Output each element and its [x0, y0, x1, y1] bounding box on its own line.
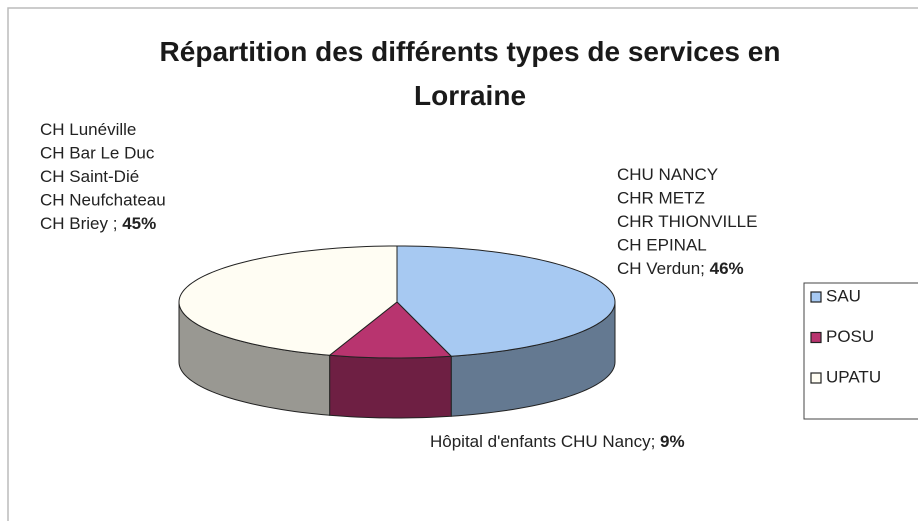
slice [396, 245, 616, 357]
legend-swatch [810, 372, 822, 384]
data-label-text: CH Lunéville [40, 120, 136, 139]
data-label: CH Lunéville [40, 120, 136, 139]
data-label-text: CH EPINAL [617, 236, 707, 255]
legend-swatch [810, 331, 822, 344]
legend-box [803, 282, 918, 420]
data-label-text: CHR THIONVILLE [617, 212, 757, 231]
legend-label: SAU [826, 286, 861, 305]
legend-label: POSU [826, 327, 874, 346]
data-label-text: Hôpital d'enfants CHU Nancy; [430, 432, 655, 451]
data-label-value: 9% [660, 432, 685, 451]
data-label-text: CH Bar Le Duc [40, 144, 155, 163]
data-label: CH Bar Le Duc [40, 144, 155, 163]
data-label: CHR METZ [617, 189, 705, 208]
data-label-value: 45% [122, 214, 156, 233]
slice [328, 301, 453, 359]
data-label: CH Saint-Dié [40, 167, 139, 186]
data-label-text: CHR METZ [617, 189, 705, 208]
data-label-text: CH Verdun; [617, 259, 705, 278]
data-label: CH Briey ; 45% [40, 214, 156, 233]
data-label-text: CH Briey ; [40, 214, 117, 233]
data-label: CH Verdun; 46% [617, 259, 744, 278]
legend-swatch [810, 291, 822, 303]
chart-title: Répartition des différents types de serv… [159, 36, 781, 111]
data-label: CH Neufchateau [40, 191, 166, 210]
legend-label: UPATU [826, 367, 881, 386]
data-label: CHU NANCY [617, 165, 718, 184]
data-label: CH EPINAL [617, 236, 707, 255]
slice [178, 245, 398, 356]
data-label: CHR THIONVILLE [617, 212, 757, 231]
data-label-text: CH Saint-Dié [40, 167, 139, 186]
data-label: Hôpital d'enfants CHU Nancy; 9% [430, 432, 685, 451]
data-label-value: 46% [710, 259, 744, 278]
data-label-text: CHU NANCY [617, 165, 718, 184]
slice-side [329, 354, 452, 419]
data-label-text: CH Neufchateau [40, 191, 166, 210]
chart-frame [7, 7, 918, 521]
